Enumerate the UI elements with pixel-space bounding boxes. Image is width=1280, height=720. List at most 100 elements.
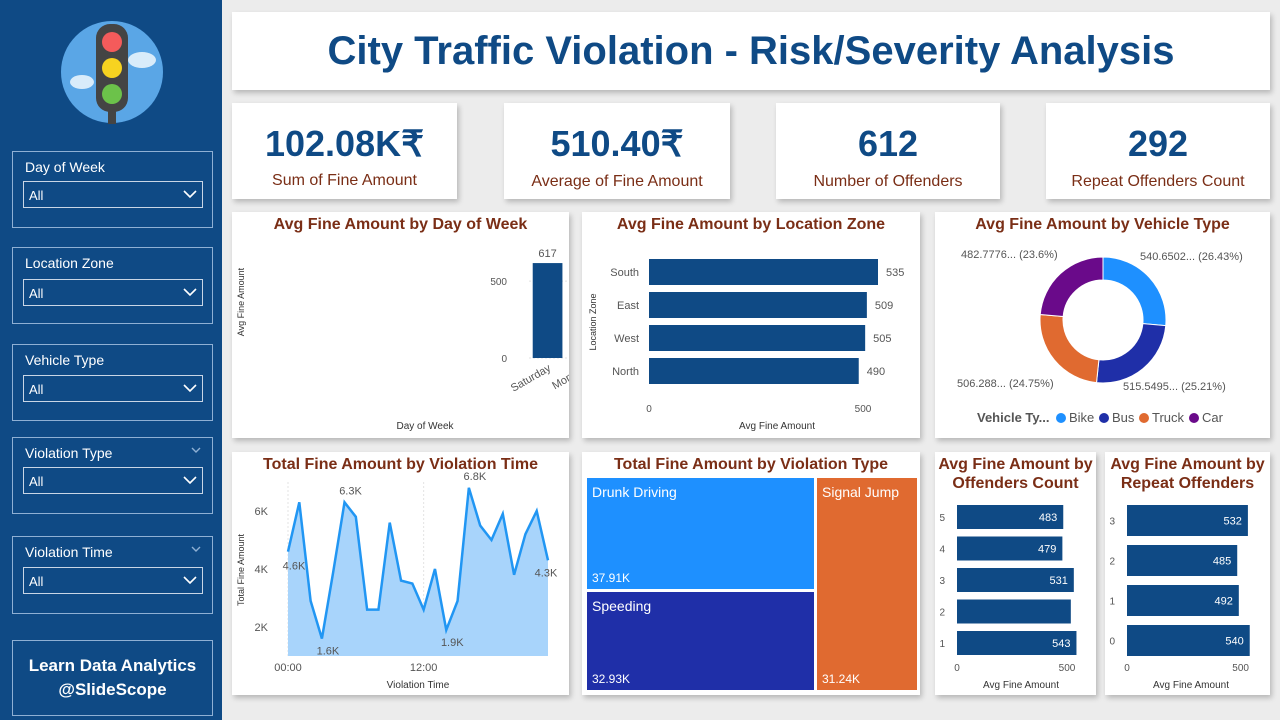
bar: [649, 259, 878, 285]
kpi-value: 102.08K₹: [264, 123, 424, 164]
traffic-light-icon: [61, 21, 163, 124]
x-axis-label: Avg Fine Amount: [739, 421, 815, 432]
bar: [957, 505, 1064, 529]
y-tick-label: 0: [1109, 637, 1115, 648]
legend-dot: [1139, 413, 1149, 423]
kpi-card-repeat-offenders: 292 Repeat Offenders Count: [1046, 103, 1270, 199]
x-tick-label: Monday: [550, 362, 569, 392]
chevron-down-icon: [183, 476, 197, 485]
slicer-violation-time: Violation Time All: [12, 536, 213, 614]
chevron-down-icon[interactable]: [190, 543, 202, 555]
data-label: 540.6502... (26.43%): [1140, 251, 1243, 263]
y-tick-label: 4: [939, 545, 945, 556]
chevron-down-icon: [183, 288, 197, 297]
bar: [1127, 585, 1239, 616]
slicer-label: Violation Time: [25, 544, 113, 560]
brand-box: Learn Data Analytics @SlideScope: [12, 640, 213, 716]
vehicle-type-dropdown[interactable]: All: [23, 375, 203, 402]
slicer-location-zone: Location Zone All: [12, 247, 213, 324]
donut-slice: [1039, 256, 1104, 318]
chevron-down-icon: [183, 384, 197, 393]
dropdown-value: All: [29, 574, 44, 589]
kpi-label: Sum of Fine Amount: [272, 172, 417, 189]
violation-time-area-chart: Total Fine Amount Violation Time 2K 4K 6K 0…: [236, 471, 558, 691]
chart-title: Avg Fine Amount by Repeat Offenders: [1110, 456, 1265, 492]
legend-item: Bus: [1112, 410, 1135, 425]
chevron-down-icon[interactable]: [190, 444, 202, 456]
kpi-label: Average of Fine Amount: [531, 173, 703, 190]
dropdown-value: All: [29, 188, 44, 203]
slicer-vehicle-type: Vehicle Type All: [12, 344, 213, 421]
data-label: 483: [1039, 512, 1057, 524]
bar: [532, 263, 563, 358]
violation-type-treemap: Drunk Driving 37.91K Speeding 32.93K Signal …: [587, 478, 917, 690]
bar: [957, 599, 1071, 624]
slicer-violation-type: Violation Type All: [12, 437, 213, 514]
y-tick-label: 2: [1109, 557, 1115, 568]
data-label: 479: [1038, 544, 1056, 556]
slicer-label: Violation Type: [25, 445, 113, 461]
violation-type-dropdown[interactable]: All: [23, 467, 203, 494]
location-zone-bar-chart: Location Zone Avg Fine Amount 0 500 535 Sou…: [588, 259, 904, 432]
legend-dot: [1099, 413, 1109, 423]
bar: [957, 568, 1074, 592]
violation-time-dropdown[interactable]: All: [23, 567, 203, 594]
bar: [649, 358, 859, 384]
data-label: 4.3K: [535, 567, 558, 579]
data-label: 485: [1213, 556, 1231, 568]
location-zone-dropdown[interactable]: All: [23, 279, 203, 306]
kpi-value: 510.40₹: [550, 123, 684, 164]
chevron-down-icon: [183, 576, 197, 585]
donut-slice: [1095, 323, 1167, 384]
y-tick-label: 0: [501, 354, 507, 365]
x-tick-label: 0: [954, 663, 960, 674]
bar: [957, 536, 1063, 561]
legend-dot: [1056, 413, 1066, 423]
y-axis-label: Location Zone: [588, 293, 598, 350]
treemap-label: Speeding: [592, 598, 652, 614]
bar: [957, 631, 1077, 655]
kpi-card-avg-fine: 510.40₹ Average of Fine Amount: [504, 103, 730, 199]
chevron-down-icon: [183, 190, 197, 199]
bar: [1127, 505, 1248, 536]
dropdown-value: All: [29, 286, 44, 301]
bar: [649, 325, 866, 351]
data-label: 540: [1225, 636, 1243, 648]
y-tick-label: 4K: [255, 564, 269, 576]
title-banner: City Traffic Violation - Risk/Severity A…: [232, 12, 1270, 90]
kpi-card-offenders: 612 Number of Offenders: [776, 103, 1000, 199]
donut-slice: [1039, 313, 1100, 384]
chart-title: Avg Fine Amount by Vehicle Type: [975, 216, 1230, 233]
chart-title: Total Fine Amount by Violation Type: [613, 456, 889, 473]
day-of-week-dropdown[interactable]: All: [23, 181, 203, 208]
kpi-label: Repeat Offenders Count: [1071, 173, 1245, 190]
x-axis-label: Avg Fine Amount: [1153, 680, 1229, 691]
slicer-label: Day of Week: [25, 159, 105, 175]
chart-title: Avg Fine Amount by Location Zone: [616, 216, 886, 233]
slicer-day-of-week: Day of Week All: [12, 151, 213, 228]
data-label: 482.7776... (23.6%): [961, 249, 1058, 261]
chart-repeat-offenders: Avg Fine Amount by Repeat Offenders Avg …: [1105, 452, 1270, 695]
y-tick-label: 3: [1109, 517, 1115, 528]
kpi-value: 292: [1127, 123, 1189, 164]
series-line: [286, 487, 550, 639]
y-tick-label: 5: [939, 513, 945, 524]
data-label: 531: [1049, 575, 1067, 587]
x-axis-label: Day of Week: [396, 421, 454, 432]
donut-slice: [1102, 256, 1167, 327]
y-tick-label: 1: [939, 639, 945, 650]
dropdown-value: All: [29, 474, 44, 489]
sidebar: Day of Week All Location Zone All Vehicl…: [0, 0, 222, 720]
data-label: 490: [867, 366, 885, 378]
treemap-value: 37.91K: [592, 571, 631, 585]
offenders-count-bar-chart: Avg Fine Amount 0 500 483 5 479 4 531 3 2 543 1: [939, 505, 1077, 691]
y-tick-label: West: [614, 333, 639, 345]
x-tick-label: 0: [1124, 663, 1130, 674]
treemap-tile: Signal Jump 31.24K: [817, 478, 917, 690]
y-tick-label: 6K: [255, 506, 269, 518]
y-axis-label: Total Fine Amount: [236, 533, 246, 606]
dropdown-value: All: [29, 382, 44, 397]
kpi-value: 612: [857, 123, 919, 164]
chart-vehicle-type: Avg Fine Amount by Vehicle Type Vehicle …: [935, 212, 1270, 438]
